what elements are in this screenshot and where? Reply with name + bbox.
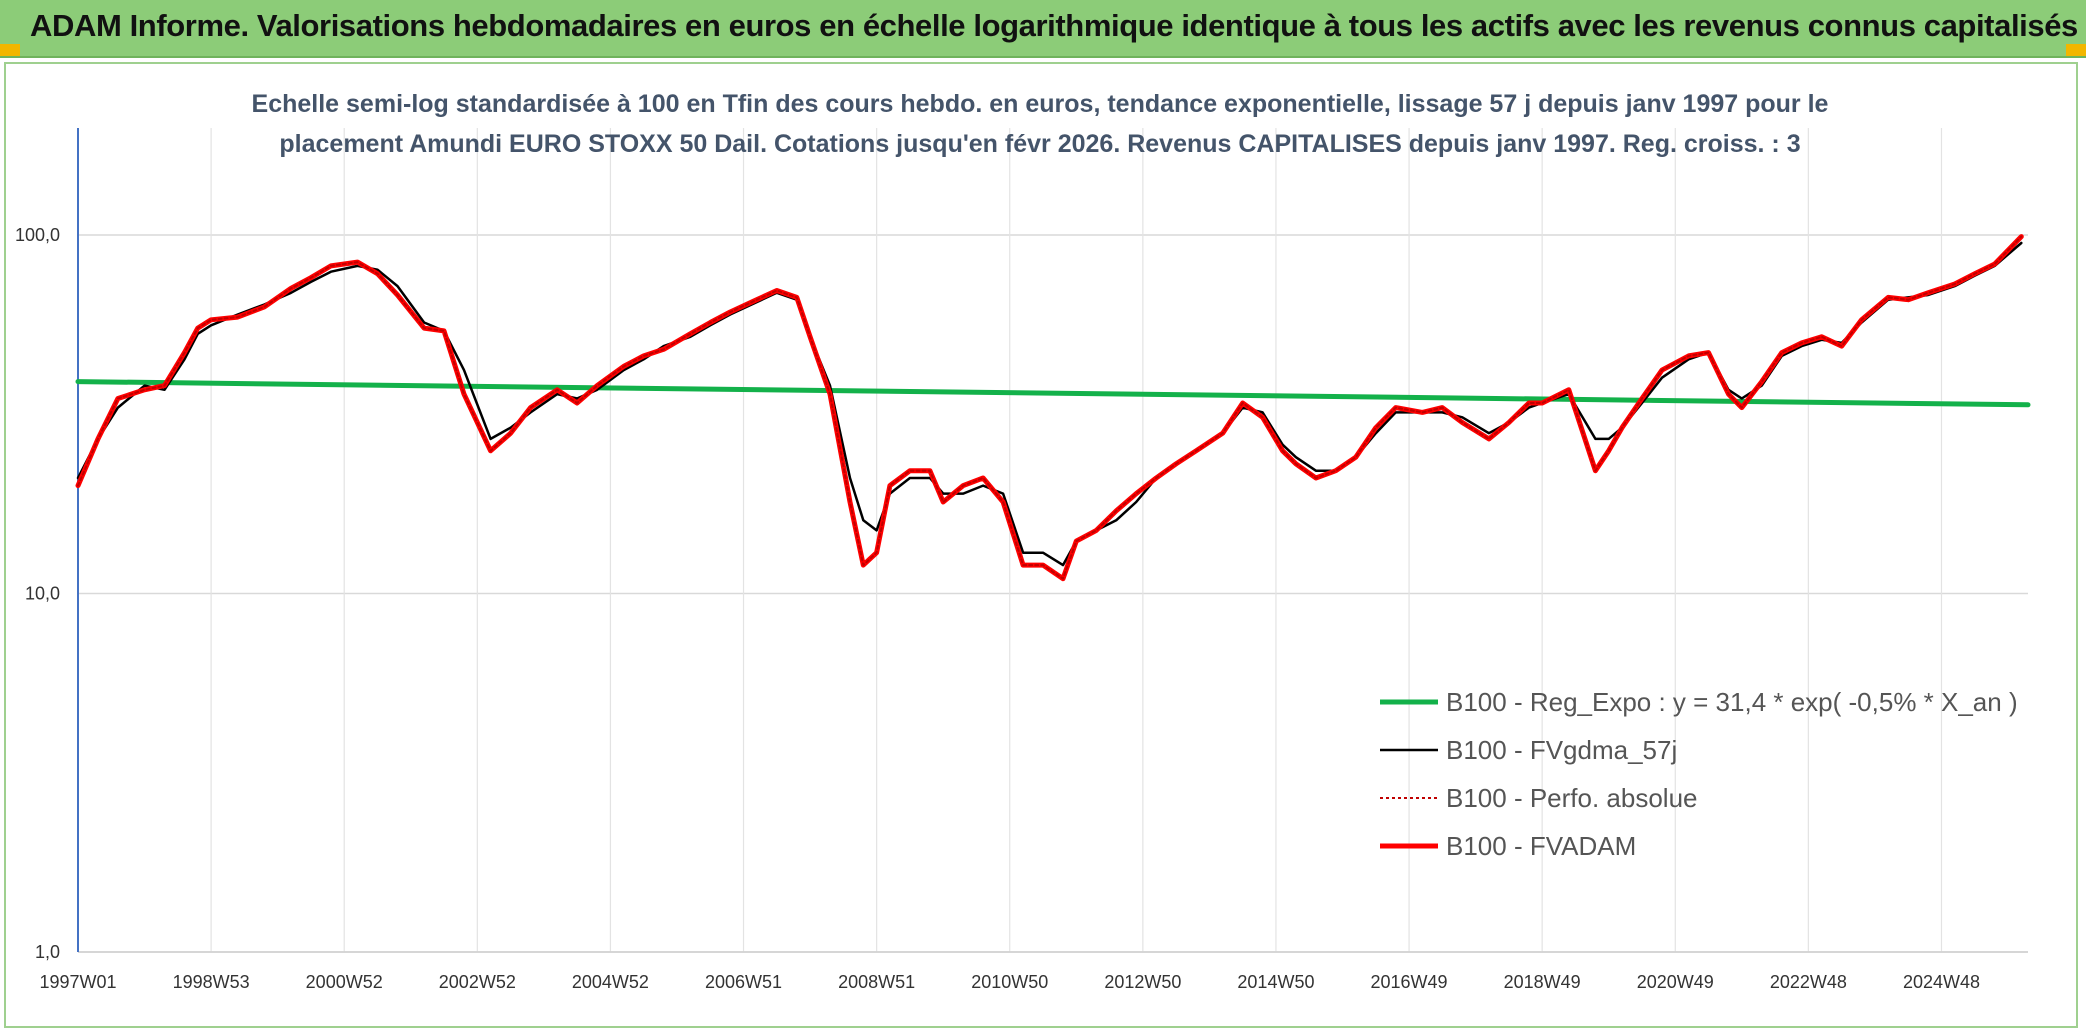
tick-labels: 1,0 10,0 100,0 1997W01 1998W53 2000W52 2002W52… <box>15 225 1980 992</box>
x-tick-label: 2000W52 <box>306 972 383 992</box>
series-layer <box>75 234 2031 582</box>
x-tick-label: 2018W49 <box>1504 972 1581 992</box>
grid <box>78 128 2028 953</box>
x-tick-label: 1997W01 <box>39 972 116 992</box>
corner-marker-right <box>2066 44 2086 56</box>
chart-frame <box>4 62 2078 1028</box>
header-bar: ADAM Informe. Valorisations hebdomadaire… <box>0 0 2086 58</box>
report-title: ADAM Informe. Valorisations hebdomadaire… <box>30 8 2078 43</box>
series-line-1 <box>75 379 2031 408</box>
chart-legend: B100 - Reg_Expo : y = 31,4 * exp( -0,5% … <box>1380 687 2018 861</box>
x-tick-label: 2010W50 <box>971 972 1048 992</box>
x-tick-label: 2012W50 <box>1104 972 1181 992</box>
x-tick-label: 2004W52 <box>572 972 649 992</box>
legend-label-1: B100 - Reg_Expo : y = 31,4 * exp( -0,5% … <box>1446 687 2018 717</box>
series-line-3 <box>77 235 2023 580</box>
y-tick-label: 10,0 <box>25 584 60 604</box>
x-tick-label: 1998W53 <box>173 972 250 992</box>
x-tick-label: 2016W49 <box>1371 972 1448 992</box>
x-tick-label: 2006W51 <box>705 972 782 992</box>
x-tick-label: 2024W48 <box>1903 972 1980 992</box>
x-tick-label: 2008W51 <box>838 972 915 992</box>
legend-label-2: B100 - FVgdma_57j <box>1446 735 1677 765</box>
x-tick-label: 2022W48 <box>1770 972 1847 992</box>
corner-marker-left <box>0 44 20 56</box>
y-tick-label: 100,0 <box>15 225 60 245</box>
y-tick-label: 1,0 <box>35 942 60 962</box>
legend-label-3: B100 - Perfo. absolue <box>1446 783 1698 813</box>
series-line-2 <box>76 241 2023 567</box>
x-tick-label: 2002W52 <box>439 972 516 992</box>
x-tick-label: 2014W50 <box>1237 972 1314 992</box>
chart-subtitle-line-2: placement Amundi EURO STOXX 50 Dail. Cot… <box>279 130 1800 158</box>
chart-subtitle-line-1: Echelle semi-log standardisée à 100 en T… <box>252 90 1829 118</box>
x-tick-label: 2020W49 <box>1637 972 1714 992</box>
series-line-4 <box>75 234 2024 582</box>
legend-label-4: B100 - FVADAM <box>1446 831 1636 861</box>
